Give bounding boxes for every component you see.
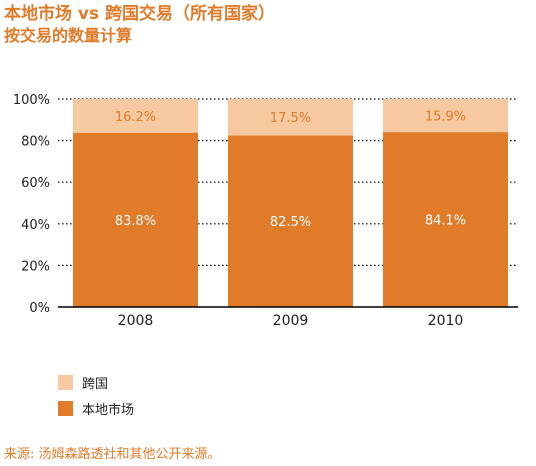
legend-label-local-market: 本地市场 xyxy=(82,402,135,418)
legend-label-cross-border: 跨国 xyxy=(82,376,109,392)
data-label-local-market: 84.1% xyxy=(425,214,466,229)
y-tick-label: 100% xyxy=(13,93,50,108)
legend: 跨国 本地市场 xyxy=(58,371,134,423)
x-tick-label: 2009 xyxy=(273,313,309,329)
stacked-bar-chart: 0% 20% 40% 60% 80% 100% 83.8% 16.2% 2008 82.5% 17.… xyxy=(13,93,518,329)
chart-title: 本地市场 vs 跨国交易（所有国家） xyxy=(4,4,276,24)
bar-cross-border xyxy=(228,99,353,136)
source-note: 来源: 汤姆森路透社和其他公开来源。 xyxy=(4,447,221,462)
chart-subtitle: 按交易的数量计算 xyxy=(4,26,133,45)
data-label-local-market: 82.5% xyxy=(270,215,311,230)
x-tick-label: 2010 xyxy=(428,313,464,329)
bar-cross-border xyxy=(383,99,508,133)
data-label-local-market: 83.8% xyxy=(115,214,156,229)
bar-local-market xyxy=(383,132,508,307)
y-tick-label: 80% xyxy=(21,135,50,150)
data-label-cross-border: 17.5% xyxy=(270,111,311,126)
y-tick-label: 40% xyxy=(21,218,50,233)
y-tick-label: 20% xyxy=(21,259,50,274)
legend-swatch-local-market xyxy=(58,400,73,416)
legend-swatch-cross-border xyxy=(58,374,73,390)
bar-local-market xyxy=(228,135,353,307)
data-label-cross-border: 15.9% xyxy=(425,110,466,125)
y-tick-label: 0% xyxy=(29,301,50,316)
legend-item-cross-border: 跨国 xyxy=(58,371,134,393)
bar-cross-border xyxy=(73,99,198,133)
x-tick-label: 2008 xyxy=(118,313,154,329)
bar-local-market xyxy=(73,132,198,307)
data-label-cross-border: 16.2% xyxy=(115,110,156,125)
legend-item-local-market: 本地市场 xyxy=(58,397,134,419)
y-tick-label: 60% xyxy=(21,176,50,191)
